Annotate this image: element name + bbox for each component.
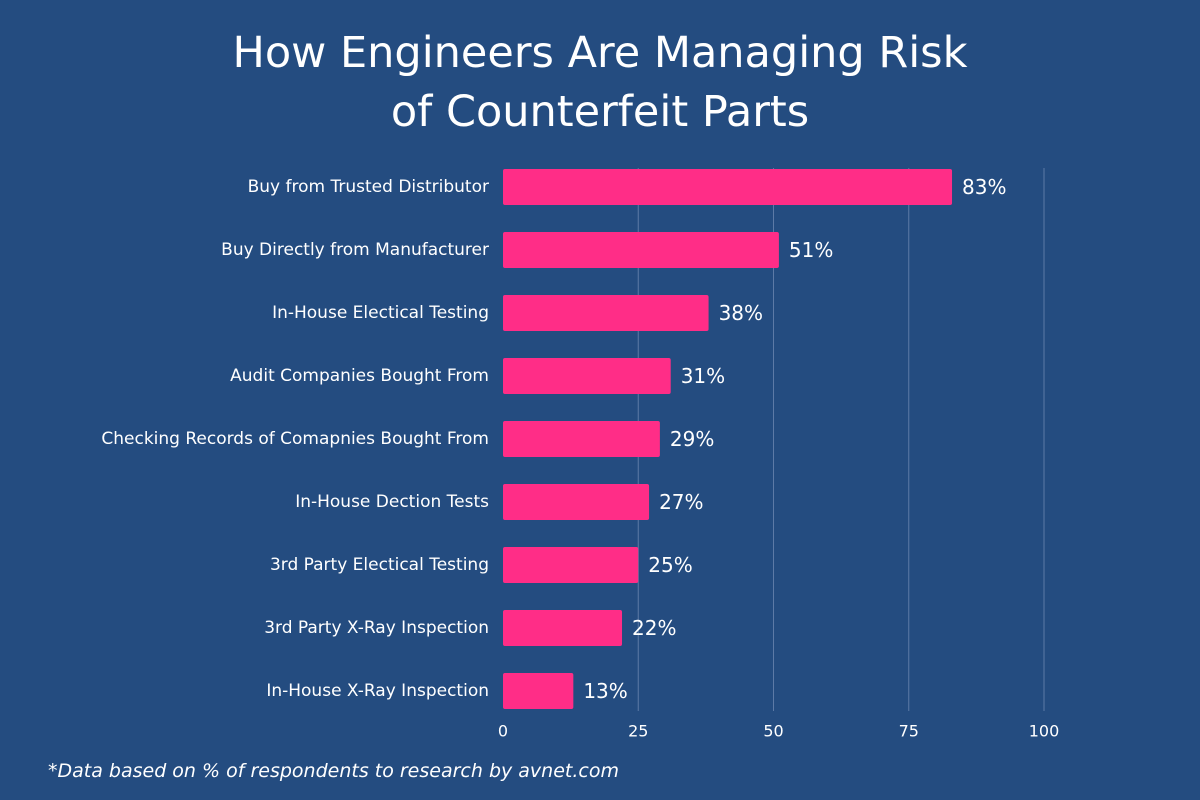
data-label: 27% xyxy=(659,490,703,514)
chart-title-line-1: How Engineers Are Managing Risk xyxy=(232,28,968,78)
bar xyxy=(503,673,574,709)
data-label: 51% xyxy=(789,238,833,262)
bar xyxy=(503,484,650,520)
chart-title: How Engineers Are Managing Risk of Count… xyxy=(0,24,1200,142)
bar xyxy=(503,358,671,394)
bar xyxy=(503,610,623,646)
data-label: 25% xyxy=(648,553,692,577)
category-labels: Buy from Trusted Distributor Buy Directly… xyxy=(101,177,489,701)
bar xyxy=(503,295,709,331)
bar xyxy=(503,547,639,583)
data-label: 83% xyxy=(962,175,1006,199)
value-labels: 83% 51% 38% 31% 29% 27% 25% 22% 13% xyxy=(583,175,1006,703)
category-label: 3rd Party Electical Testing xyxy=(270,555,489,575)
category-label: Checking Records of Comapnies Bought Fro… xyxy=(101,429,489,449)
x-tick-label: 0 xyxy=(498,722,508,741)
data-label: 13% xyxy=(583,679,627,703)
chart-title-line-2: of Counterfeit Parts xyxy=(390,87,810,137)
bar xyxy=(503,232,779,268)
x-tick-label: 100 xyxy=(1029,722,1060,741)
x-tick-label: 50 xyxy=(763,722,783,741)
x-tick-label: 75 xyxy=(899,722,919,741)
bar xyxy=(503,421,660,457)
footnote: *Data based on % of respondents to resea… xyxy=(48,760,619,782)
x-axis-tick-labels: 0 25 50 75 100 xyxy=(498,722,1059,741)
bar xyxy=(503,169,953,205)
category-label: Buy Directly from Manufacturer xyxy=(221,240,489,260)
data-label: 29% xyxy=(670,427,714,451)
data-label: 38% xyxy=(719,301,763,325)
data-label: 22% xyxy=(632,616,676,640)
category-label: In-House X-Ray Inspection xyxy=(266,681,489,701)
category-label: Audit Companies Bought From xyxy=(230,366,489,386)
category-label: 3rd Party X-Ray Inspection xyxy=(264,618,489,638)
data-label: 31% xyxy=(681,364,725,388)
bars xyxy=(503,169,953,709)
category-label: Buy from Trusted Distributor xyxy=(248,177,489,197)
category-label: In-House Electical Testing xyxy=(272,303,489,323)
x-tick-label: 25 xyxy=(628,722,648,741)
category-label: In-House Dection Tests xyxy=(295,492,489,512)
